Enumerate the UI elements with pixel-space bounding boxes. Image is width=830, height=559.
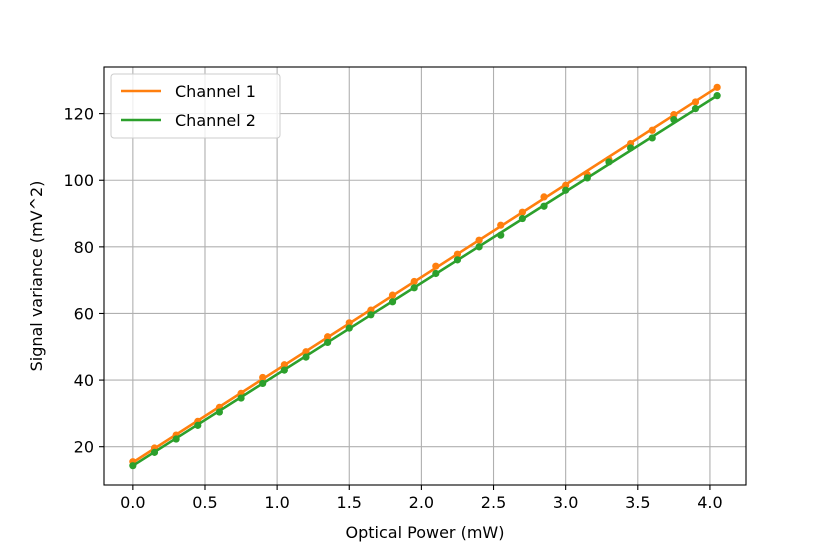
y-tick-label: 80	[74, 238, 94, 257]
data-point-channel-1	[562, 181, 570, 189]
data-point-channel-2	[475, 243, 483, 251]
data-point-channel-1	[713, 83, 721, 91]
data-point-channel-2	[691, 105, 700, 113]
data-point-channel-2	[367, 311, 375, 319]
data-point-channel-2	[713, 92, 721, 100]
data-point-channel-2	[648, 134, 656, 142]
x-axis-label: Optical Power (mW)	[346, 523, 505, 542]
data-point-channel-2	[215, 408, 224, 416]
x-tick-label: 2.5	[481, 493, 506, 512]
data-point-channel-2	[129, 462, 137, 470]
data-point-channel-2	[605, 158, 613, 166]
data-point-channel-2	[237, 394, 245, 402]
data-point-channel-1	[432, 262, 440, 270]
data-point-channel-2	[410, 284, 418, 292]
data-point-channel-2	[150, 448, 159, 456]
legend: Channel 1 Channel 2	[110, 73, 281, 139]
data-point-channel-2	[259, 379, 267, 388]
data-point-channel-2	[583, 174, 591, 182]
data-point-channel-2	[626, 144, 635, 152]
data-point-channel-2	[388, 298, 397, 306]
data-point-channel-1	[345, 319, 353, 327]
y-tick-label: 40	[74, 371, 94, 390]
y-tick-label: 60	[74, 304, 94, 323]
data-point-channel-1	[670, 111, 678, 119]
data-point-channel-2	[324, 338, 332, 347]
data-point-channel-2	[345, 324, 353, 332]
x-tick-label: 1.5	[337, 493, 362, 512]
data-point-channel-2	[302, 353, 310, 361]
x-tick-label: 1.0	[264, 493, 289, 512]
data-point-channel-1	[324, 333, 332, 341]
data-point-channel-2	[172, 435, 180, 443]
data-point-channel-2	[670, 116, 678, 124]
y-tick-label: 120	[63, 105, 94, 124]
plot-frame	[103, 66, 747, 486]
x-tick-label: 3.0	[553, 493, 578, 512]
data-point-channel-1	[453, 250, 462, 258]
data-point-channel-2	[540, 202, 548, 210]
fit-line-channel-2	[131, 94, 719, 467]
y-tick-label: 20	[74, 438, 94, 457]
data-point-channel-2	[497, 231, 505, 239]
data-point-channel-1	[648, 126, 656, 134]
data-point-channel-2	[280, 366, 288, 374]
x-tick-label: 4.0	[697, 493, 722, 512]
x-tick-label: 0.0	[120, 493, 145, 512]
legend-label-channel-1: Channel 1	[175, 82, 256, 101]
legend-label-channel-2: Channel 2	[175, 111, 256, 130]
data-point-channel-1	[410, 277, 418, 286]
x-tick-label: 0.5	[192, 493, 217, 512]
data-point-channel-1	[388, 291, 397, 299]
data-point-channel-1	[475, 236, 483, 244]
series-layer	[129, 83, 721, 470]
data-point-channel-2	[518, 214, 526, 223]
data-point-channel-1	[497, 221, 505, 229]
data-point-channel-1	[691, 98, 700, 106]
data-point-channel-1	[540, 193, 548, 201]
data-point-channel-2	[432, 269, 440, 278]
data-point-channel-2	[194, 421, 202, 429]
data-point-channel-2	[453, 256, 462, 264]
y-axis-label: Signal variance (mV^2)	[27, 181, 46, 372]
data-point-channel-2	[562, 186, 570, 194]
data-point-channel-1	[280, 361, 288, 369]
ticks: 0.0 0.5 1.0 1.5 2.0 2.5 3.0 3.5 4.0 20 40 60 80 100 12…	[63, 105, 722, 512]
data-point-channel-1	[259, 373, 267, 382]
x-tick-label: 2.0	[409, 493, 434, 512]
data-point-channel-1	[518, 208, 526, 216]
fit-line-channel-1	[131, 86, 719, 464]
series-channel-2	[129, 92, 721, 470]
x-tick-label: 3.5	[625, 493, 650, 512]
y-tick-label: 100	[63, 171, 94, 190]
